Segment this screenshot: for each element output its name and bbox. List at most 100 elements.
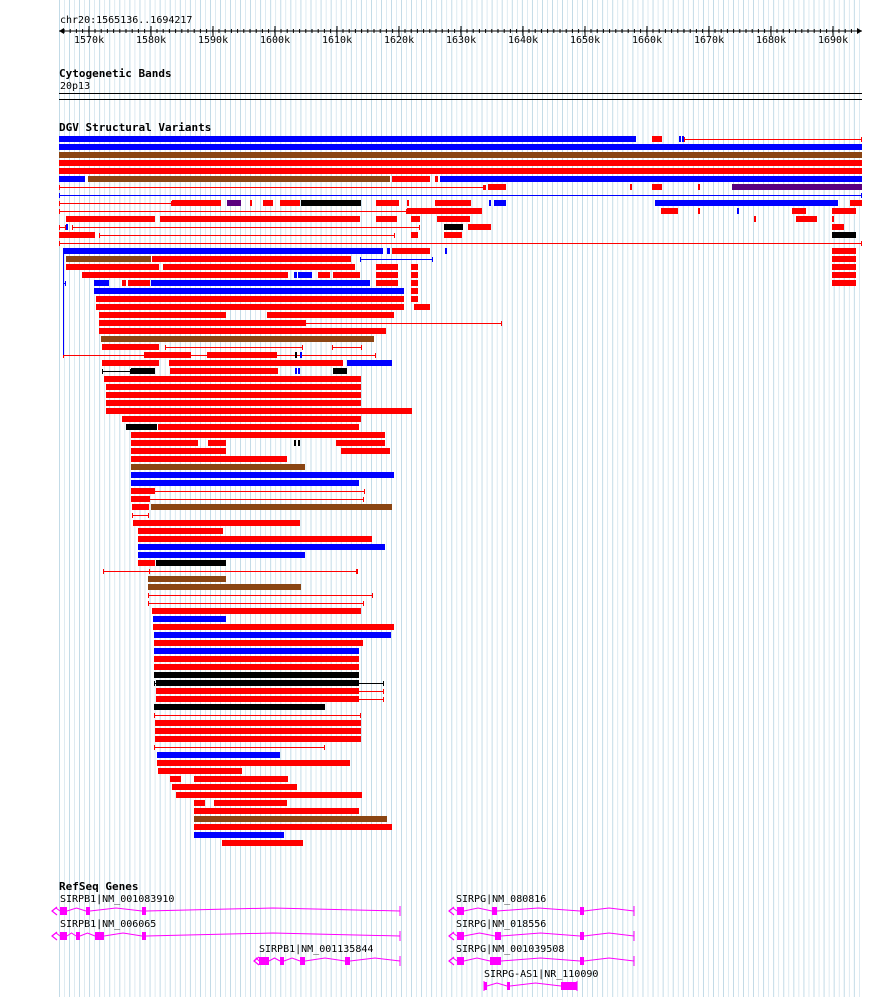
feature-variant[interactable] — [122, 416, 361, 422]
feature-variant[interactable] — [194, 808, 359, 814]
feature-variant[interactable] — [437, 216, 470, 222]
feature-variant[interactable] — [131, 472, 394, 478]
feature-variant[interactable] — [172, 784, 297, 790]
feature-variant[interactable] — [151, 504, 392, 510]
feature-variant[interactable] — [298, 272, 312, 278]
feature-variant[interactable] — [295, 368, 297, 374]
feature-variant[interactable] — [59, 152, 862, 158]
feature-variant[interactable] — [411, 216, 420, 222]
feature-variant[interactable] — [131, 448, 226, 454]
feature-variant[interactable] — [152, 256, 351, 262]
feature-variant[interactable] — [172, 200, 221, 206]
feature-gene-strand-arrow[interactable] — [448, 931, 455, 941]
feature-gene-exon[interactable] — [457, 957, 464, 965]
feature-variant[interactable] — [131, 368, 155, 374]
feature-variant[interactable] — [155, 736, 361, 742]
feature-variant[interactable] — [102, 360, 159, 366]
feature-variant[interactable] — [435, 176, 438, 182]
feature-variant[interactable] — [832, 248, 856, 254]
feature-variant[interactable] — [301, 200, 361, 206]
feature-variant[interactable] — [106, 384, 361, 390]
feature-variant[interactable] — [488, 184, 506, 190]
feature-variant[interactable] — [194, 776, 288, 782]
feature-variant[interactable] — [163, 264, 355, 270]
feature-gene-intron[interactable] — [283, 957, 301, 962]
feature-variant[interactable] — [440, 176, 862, 182]
feature-gene-exon[interactable] — [490, 957, 501, 965]
feature-variant[interactable] — [157, 752, 280, 758]
feature-gene-intron[interactable] — [583, 907, 635, 912]
feature-variant[interactable] — [411, 232, 418, 238]
feature-variant[interactable] — [435, 200, 471, 206]
feature-variant[interactable] — [153, 616, 226, 622]
feature-gene-intron[interactable] — [486, 982, 508, 987]
feature-variant[interactable] — [796, 216, 817, 222]
feature-variant[interactable] — [227, 200, 241, 206]
feature-variant[interactable] — [153, 624, 394, 630]
feature-variant[interactable] — [122, 280, 126, 286]
feature-variant[interactable] — [66, 224, 68, 230]
feature-variant[interactable] — [832, 232, 856, 238]
feature-variant[interactable] — [208, 440, 226, 446]
feature-variant[interactable] — [63, 248, 66, 254]
feature-variant[interactable] — [445, 248, 447, 254]
feature-gene-exon[interactable] — [495, 932, 501, 940]
feature-gene-exon[interactable] — [60, 932, 67, 940]
feature-variant[interactable] — [104, 376, 361, 382]
feature-variant[interactable] — [392, 248, 430, 254]
feature-variant[interactable] — [155, 720, 361, 726]
feature-variant[interactable] — [698, 184, 700, 190]
feature-variant[interactable] — [138, 536, 372, 542]
feature-variant[interactable] — [280, 200, 300, 206]
gene-label-sirpg-nm080816[interactable]: SIRPG|NM_080816 — [456, 894, 547, 905]
feature-variant[interactable] — [630, 184, 632, 190]
feature-variant[interactable] — [214, 800, 287, 806]
gene-label-sirpb1-nm006065[interactable]: SIRPB1|NM_006065 — [60, 919, 157, 930]
feature-variant[interactable] — [82, 272, 288, 278]
feature-gene-exon[interactable] — [76, 932, 80, 940]
feature-variant[interactable] — [263, 200, 273, 206]
feature-gene-intron[interactable] — [509, 982, 562, 987]
feature-variant[interactable] — [376, 280, 398, 286]
feature-variant[interactable] — [341, 448, 390, 454]
feature-variant[interactable] — [99, 312, 226, 318]
feature-variant[interactable] — [131, 496, 150, 502]
feature-variant[interactable] — [411, 280, 418, 286]
feature-variant[interactable] — [489, 200, 491, 206]
feature-variant[interactable] — [59, 136, 636, 142]
feature-variant[interactable] — [832, 264, 856, 270]
feature-variant[interactable] — [832, 208, 856, 214]
feature-variant[interactable] — [126, 424, 157, 430]
feature-variant[interactable] — [131, 480, 359, 486]
feature-variant[interactable] — [298, 440, 300, 446]
feature-variant[interactable] — [154, 704, 325, 710]
feature-variant[interactable] — [59, 168, 862, 174]
feature-variant[interactable] — [376, 272, 398, 278]
feature-variant[interactable] — [194, 832, 284, 838]
feature-gene-exon[interactable] — [142, 932, 146, 940]
feature-gene-exon[interactable] — [580, 907, 584, 915]
feature-variant[interactable] — [194, 800, 205, 806]
cytoband-track-title[interactable]: Cytogenetic Bands — [59, 67, 172, 80]
feature-variant[interactable] — [158, 768, 242, 774]
feature-gene-strand-arrow[interactable] — [448, 906, 455, 916]
feature-variant[interactable] — [138, 552, 305, 558]
feature-gene-exon[interactable] — [580, 957, 584, 965]
gene-label-sirpg-nm018556[interactable]: SIRPG|NM_018556 — [456, 919, 547, 930]
feature-variant[interactable] — [96, 304, 404, 310]
feature-gene-intron[interactable] — [583, 957, 635, 962]
feature-gene-intron[interactable] — [103, 932, 143, 937]
feature-gene-exon[interactable] — [60, 907, 67, 915]
feature-variant[interactable] — [138, 528, 223, 534]
feature-variant[interactable] — [59, 232, 95, 238]
feature-variant[interactable] — [128, 280, 150, 286]
feature-variant[interactable] — [832, 216, 834, 222]
feature-variant[interactable] — [414, 304, 430, 310]
gene-label-sirpb1-nm001135844[interactable]: SIRPB1|NM_001135844 — [259, 944, 374, 955]
feature-variant[interactable] — [101, 336, 374, 342]
feature-variant[interactable] — [156, 696, 359, 702]
feature-variant[interactable] — [333, 368, 347, 374]
feature-variant[interactable] — [318, 272, 330, 278]
feature-variant[interactable] — [152, 608, 361, 614]
feature-gene-exon[interactable] — [345, 957, 350, 965]
